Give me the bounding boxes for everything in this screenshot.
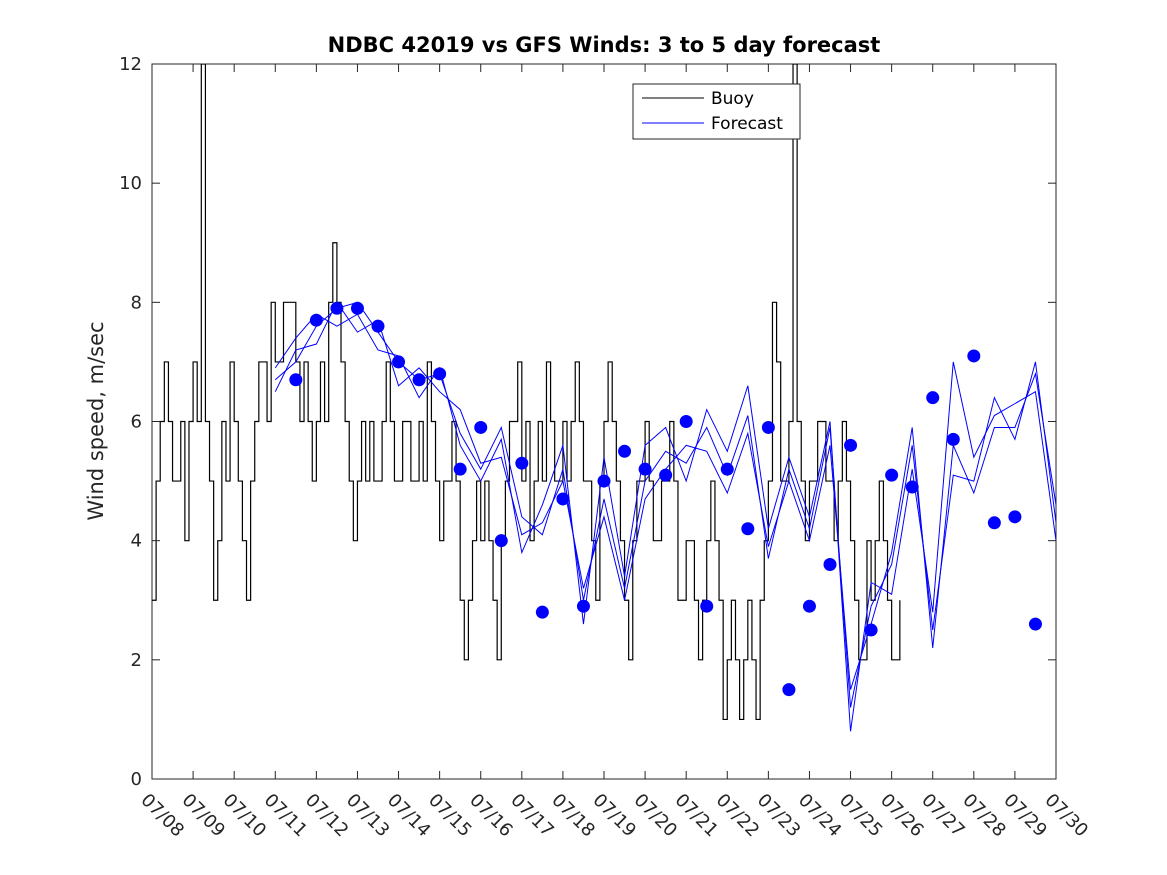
forecast-point: [371, 319, 385, 333]
forecast-point: [905, 480, 919, 494]
forecast-point: [392, 355, 406, 369]
forecast-point: [844, 438, 858, 452]
forecast-point: [967, 349, 981, 363]
y-tick-label: 12: [119, 54, 142, 75]
forecast-point: [782, 683, 796, 697]
forecast-point: [720, 462, 734, 476]
forecast-point: [309, 313, 323, 327]
y-tick-label: 10: [119, 173, 142, 194]
legend-buoy-label: Buoy: [711, 89, 754, 109]
y-tick-label: 2: [131, 650, 142, 671]
legend-box: [632, 83, 801, 140]
series-forecast-line: [274, 313, 1056, 732]
forecast-point: [556, 492, 570, 506]
forecast-point: [350, 301, 364, 315]
forecast-point: [1028, 617, 1042, 631]
forecast-point: [289, 373, 303, 387]
forecast-point: [823, 558, 837, 571]
forecast-point: [926, 391, 940, 405]
series-layer: [152, 64, 1056, 732]
forecast-point: [638, 462, 652, 476]
forecast-point: [659, 468, 673, 482]
forecast-point: [802, 599, 816, 613]
forecast-point: [679, 415, 693, 428]
forecast-point: [946, 432, 960, 446]
series-forecast-line: [274, 301, 1056, 708]
forecast-point: [700, 599, 714, 613]
forecast-point: [515, 456, 529, 470]
y-tick-label: 4: [131, 531, 142, 552]
forecast-point: [330, 301, 344, 315]
forecast-point: [761, 420, 775, 434]
forecast-point: [864, 623, 878, 637]
chart-title: NDBC 42019 vs GFS Winds: 3 to 5 day fore…: [328, 33, 881, 57]
forecast-point: [597, 474, 611, 488]
forecast-point: [535, 605, 549, 619]
forecast-point: [741, 522, 755, 536]
forecast-point: [885, 468, 899, 482]
y-tick-label: 6: [131, 412, 142, 433]
forecast-point: [1008, 510, 1022, 524]
forecast-point: [576, 599, 590, 613]
forecast-point: [433, 367, 447, 381]
y-tick-label: 0: [131, 769, 142, 790]
y-tick-label: 8: [131, 292, 142, 313]
forecast-point: [474, 420, 488, 434]
forecast-point: [494, 534, 508, 548]
legend: Buoy Forecast: [632, 83, 801, 140]
legend-forecast-label: Forecast: [711, 114, 783, 134]
forecast-point: [618, 444, 632, 458]
forecast-point: [987, 516, 1001, 530]
forecast-point: [412, 373, 426, 387]
y-axis-label: Wind speed, m/sec: [84, 321, 108, 520]
series-buoy-line: [152, 64, 901, 721]
forecast-point: [453, 462, 467, 476]
